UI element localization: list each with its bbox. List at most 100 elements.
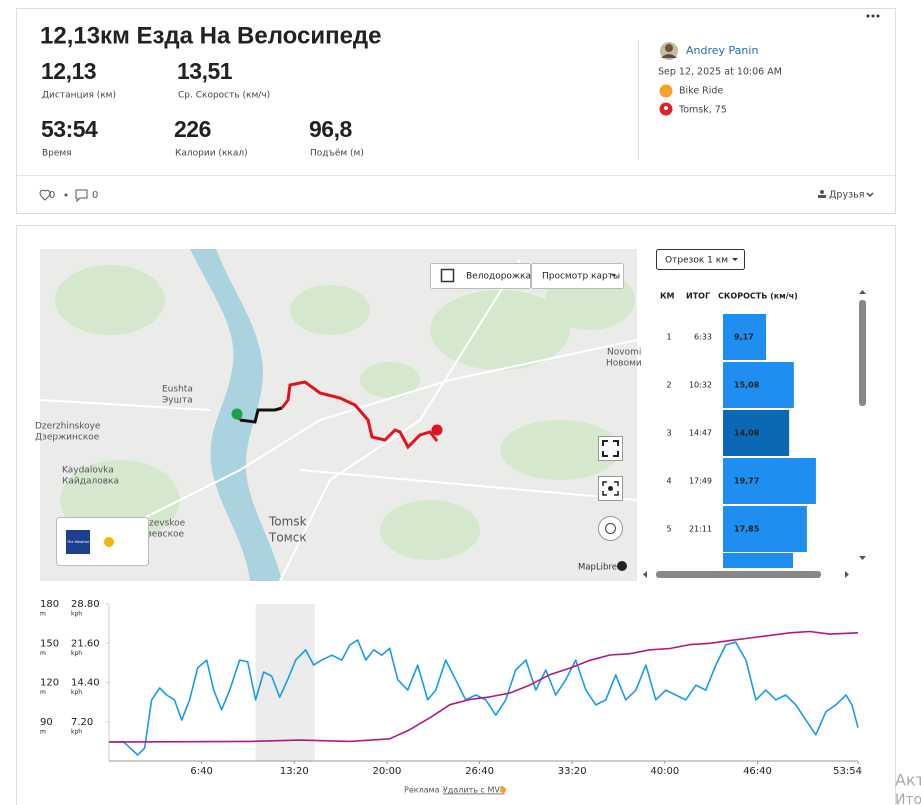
series-line — [109, 639, 859, 756]
like-icon[interactable] — [39, 189, 51, 201]
map-city-label: Tomsk — [268, 515, 307, 529]
bike-lane-label: Велодорожка — [466, 272, 531, 282]
split-speed-label: 15,08 — [734, 381, 760, 390]
map-label: Novomi — [607, 348, 641, 358]
y2-tick-label: 150 — [40, 638, 59, 649]
split-km: 3 — [666, 429, 671, 438]
map[interactable] — [39, 249, 638, 582]
more-menu[interactable] — [866, 14, 880, 18]
x-tick-label: 26:40 — [465, 766, 494, 777]
x-tick-label: 46:40 — [743, 766, 772, 777]
split-bar — [723, 314, 767, 360]
map-view-button[interactable] — [531, 263, 624, 289]
stat-label: Ср. Скорость (км/ч) — [178, 91, 270, 101]
splits-header: СКОРОСТЬ (км/ч) — [718, 292, 798, 301]
split-bar — [723, 506, 807, 552]
split-bar — [723, 362, 794, 408]
activity-title: 12,13км Езда На Велосипеде — [40, 22, 382, 49]
stat-label: Время — [42, 149, 72, 159]
horizontal-scrollbar[interactable] — [656, 571, 821, 578]
weather-sun — [104, 537, 114, 547]
activity-location: Tomsk, 75 — [678, 105, 727, 116]
stat-label: Калории (ккал) — [175, 149, 248, 159]
split-km: 5 — [666, 525, 671, 534]
y-tick-label: 21.60 — [71, 638, 100, 649]
split-speed-label: 19,77 — [734, 477, 759, 486]
activity-type: Bike Ride — [679, 86, 723, 97]
split-total: 10:32 — [689, 381, 712, 390]
map-label: Dzerzhinskoye — [35, 422, 101, 432]
x-tick-label: 53:54 — [833, 766, 862, 777]
visibility-chevron — [866, 192, 874, 198]
split-speed-label: 14,08 — [734, 429, 760, 438]
comment-icon[interactable] — [75, 189, 88, 203]
split-speed-label: 17,85 — [734, 525, 760, 534]
weather-brand: The Weather Channel — [66, 540, 105, 544]
x-tick-label: 40:00 — [650, 766, 679, 777]
fullscreen-button[interactable] — [598, 436, 623, 461]
likes-count: 0 — [49, 190, 55, 201]
y2-unit: m — [40, 689, 46, 696]
map-city-label: Томск — [268, 531, 307, 545]
split-speed-label: 9,17 — [734, 333, 754, 342]
stat-value: 12,13 — [41, 58, 96, 84]
map-label: zevskoe — [149, 519, 186, 529]
y-unit: kph — [71, 728, 82, 735]
remove-ads-link[interactable]: Удалить с MVP — [443, 786, 505, 795]
x-tick-label: 20:00 — [373, 766, 402, 777]
map-view-caret — [611, 274, 616, 277]
map-label: зевское — [147, 530, 185, 540]
vertical-scrollbar[interactable] — [859, 300, 866, 406]
split-total: 21:11 — [689, 525, 712, 534]
splits-header: КМ — [660, 292, 675, 301]
y-unit: kph — [71, 611, 82, 618]
split-selector-label: Отрезок 1 км — [665, 256, 728, 266]
map-label: Кайдаловка — [62, 477, 119, 487]
y2-unit: m — [40, 650, 46, 657]
fit-route-button[interactable] — [598, 476, 623, 501]
split-bar — [723, 458, 816, 504]
split-bar — [723, 410, 790, 456]
y2-unit: m — [40, 728, 46, 735]
split-total: 14:47 — [689, 429, 712, 438]
split-selector-caret — [732, 258, 738, 261]
stat-value: 53:54 — [41, 116, 98, 142]
visibility[interactable]: Друзья — [829, 190, 864, 201]
split-km: 2 — [666, 381, 671, 390]
ad-icon — [500, 787, 506, 793]
athlete-name[interactable]: Andrey Panin — [686, 44, 758, 57]
elevation-speed-chart: 7.20kph14.40kph21.60kph28.80kph90m120m15… — [40, 599, 862, 777]
x-tick-label: 33:20 — [558, 766, 587, 777]
map-label: Новоми — [606, 359, 642, 369]
recenter-button[interactable] — [598, 516, 623, 541]
y-tick-label: 7.20 — [71, 717, 93, 728]
separator-dot — [64, 193, 68, 197]
y2-tick-label: 90 — [40, 717, 53, 728]
split-km: 1 — [666, 333, 671, 342]
split-total: 6:33 — [694, 333, 712, 342]
split-km: 4 — [666, 477, 671, 486]
bike-icon — [659, 84, 673, 98]
stat-label: Дистанция (км) — [42, 91, 116, 101]
split-selector[interactable] — [656, 249, 745, 270]
map-label: Kaydalovka — [62, 466, 114, 476]
info-icon[interactable] — [617, 561, 627, 571]
overlay-text: Ито — [895, 792, 921, 805]
weather-logo — [66, 530, 90, 554]
stat-label: Подъём (м) — [310, 149, 364, 159]
activity-date: Sep 12, 2025 at 10:06 AM — [658, 67, 782, 78]
map-view-label: Просмотр карты — [542, 272, 620, 282]
highlight-band — [255, 604, 315, 761]
partial-split-bar — [723, 553, 793, 568]
stat-value: 226 — [174, 116, 211, 142]
y2-tick-label: 120 — [40, 678, 59, 689]
map-label: Эушта — [162, 396, 193, 406]
y2-unit: m — [40, 611, 46, 618]
ad-label: Реклама · — [404, 786, 445, 795]
x-tick-label: 13:20 — [280, 766, 309, 777]
visibility-icon — [818, 190, 826, 198]
bike-lane-toggle[interactable] — [430, 263, 531, 289]
splits-header: ИТОГ — [686, 292, 710, 301]
avatar[interactable] — [660, 42, 678, 60]
